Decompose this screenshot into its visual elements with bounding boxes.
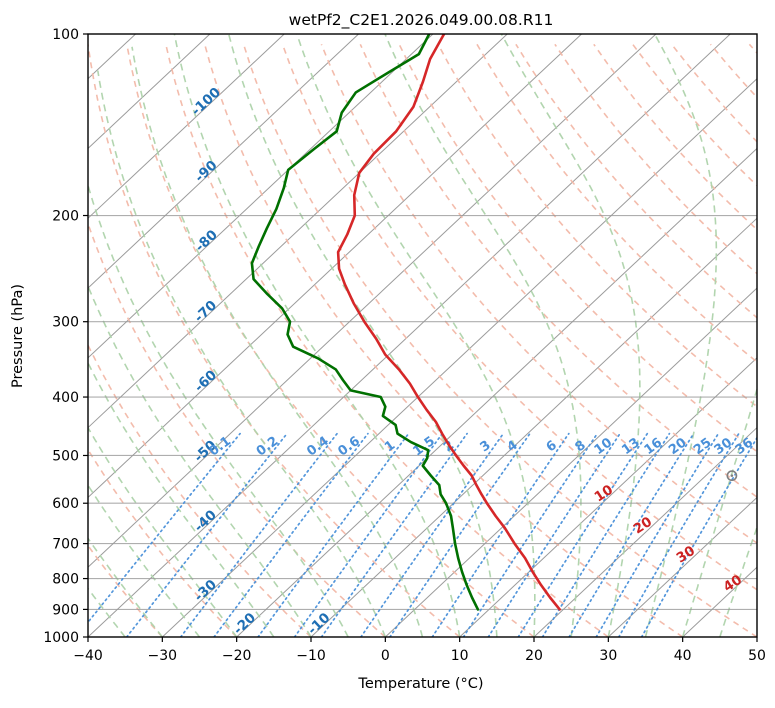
- dry-adiabat-line: [165, 44, 609, 637]
- dewpoint-profile-line: [250, 34, 480, 611]
- dry-adiabat-line: [88, 544, 163, 637]
- x-tick-label: 0: [381, 648, 390, 664]
- gridlines-layer: [88, 34, 757, 637]
- y-tick-label: 400: [52, 390, 79, 406]
- isotherm-line: [533, 426, 757, 637]
- x-tick-label: 30: [599, 648, 617, 664]
- lcl-marker-center: [730, 474, 734, 477]
- isotherm-line: [88, 34, 434, 359]
- moist-adiabat-line: [384, 34, 582, 637]
- x-tick-label: 50: [748, 648, 766, 664]
- x-tick-label: −30: [148, 648, 178, 664]
- mixing-ratio-line: [462, 432, 599, 637]
- mixing-ratio-line: [389, 432, 531, 637]
- background-lines-layer: [88, 34, 757, 637]
- isotherm-line: [88, 34, 731, 637]
- moist-adiabat-line: [88, 361, 275, 637]
- mixing-ratio-line: [431, 432, 570, 637]
- dry-adiabat-line: [88, 343, 312, 637]
- moist-adiabat-line: [88, 426, 238, 637]
- isotherm-line: [88, 34, 657, 568]
- dry-adiabat-line: [88, 448, 238, 637]
- isotherm-line: [88, 34, 508, 429]
- isotherm-line: [310, 217, 757, 637]
- temperature-profile-line: [336, 34, 561, 611]
- mixing-ratio-line: [257, 432, 410, 637]
- mixing-ratio-line: [213, 432, 369, 637]
- mixing-ratio-line: [125, 432, 288, 637]
- lcl-marker-layer: [726, 470, 738, 482]
- moist-adiabat-line: [227, 34, 498, 637]
- dry-adiabat-line: [126, 44, 535, 637]
- moist-adiabat-line: [131, 46, 424, 637]
- mixing-ratio-line: [595, 432, 720, 637]
- mixing-ratio-layer: [88, 432, 757, 637]
- isotherm-line: [459, 357, 757, 637]
- mixing-ratio-line: [320, 432, 468, 637]
- mixing-ratio-line: [640, 436, 757, 637]
- y-tick-label: 100: [52, 27, 79, 43]
- isotherm-line: [88, 34, 359, 289]
- lcl-marker-icon: [726, 470, 738, 482]
- moist-adiabat-line: [88, 182, 349, 637]
- mixing-ratio-line: [360, 432, 505, 637]
- y-axis-label: Pressure (hPa): [10, 284, 26, 388]
- isotherm-line: [88, 34, 285, 219]
- dry-adiabat-line: [632, 43, 757, 187]
- y-tick-label: 500: [52, 448, 79, 464]
- dry-adiabat-line: [359, 43, 757, 499]
- isotherm-line: [88, 34, 211, 150]
- sounding-curves-layer: [250, 34, 561, 611]
- x-tick-label: −20: [222, 648, 252, 664]
- y-tick-label: 200: [52, 209, 79, 225]
- y-tick-label: 1000: [43, 630, 79, 646]
- isotherm-line: [607, 496, 757, 637]
- isotherm-line: [236, 147, 757, 637]
- moist-adiabat-line: [500, 34, 641, 637]
- mixing-ratio-line: [179, 432, 338, 637]
- x-tick-label: 20: [525, 648, 543, 664]
- y-tick-label: 900: [52, 602, 79, 618]
- mixing-ratio-line: [88, 432, 241, 624]
- moist-adiabat-line: [296, 34, 536, 637]
- x-tick-label: −10: [296, 648, 326, 664]
- plot-frame: [87, 33, 758, 638]
- dry-adiabat-line: [320, 43, 757, 545]
- dry-adiabat-line: [476, 43, 757, 364]
- dry-adiabat-line: [88, 44, 461, 637]
- x-tick-label: 40: [674, 648, 692, 664]
- mixing-ratio-line: [617, 432, 740, 637]
- moist-adiabat-line: [88, 284, 312, 637]
- isotherm-line: [161, 77, 757, 637]
- isotherm-line: [384, 287, 757, 637]
- moist-adiabat-line: [644, 34, 718, 637]
- mixing-ratio-line: [568, 432, 695, 637]
- isotherm-line: [88, 34, 582, 499]
- y-tick-label: 800: [52, 572, 79, 588]
- x-axis-label: Temperature (°C): [357, 676, 483, 692]
- y-tick-label: 300: [52, 315, 79, 331]
- y-tick-label: 600: [52, 496, 79, 512]
- dry-adiabat-line: [242, 44, 757, 637]
- x-tick-label: 10: [451, 648, 469, 664]
- moist-adiabat-line: [88, 483, 201, 637]
- moist-adiabat-line: [97, 70, 387, 637]
- mixing-ratio-line: [293, 432, 444, 637]
- x-tick-label: −40: [73, 648, 103, 664]
- dry-adiabat-line: [203, 44, 684, 637]
- page-title: wetPf2_C2E1.2026.049.00.08.R11: [289, 11, 554, 30]
- y-tick-label: 700: [52, 537, 79, 553]
- mixing-ratio-line: [541, 432, 671, 637]
